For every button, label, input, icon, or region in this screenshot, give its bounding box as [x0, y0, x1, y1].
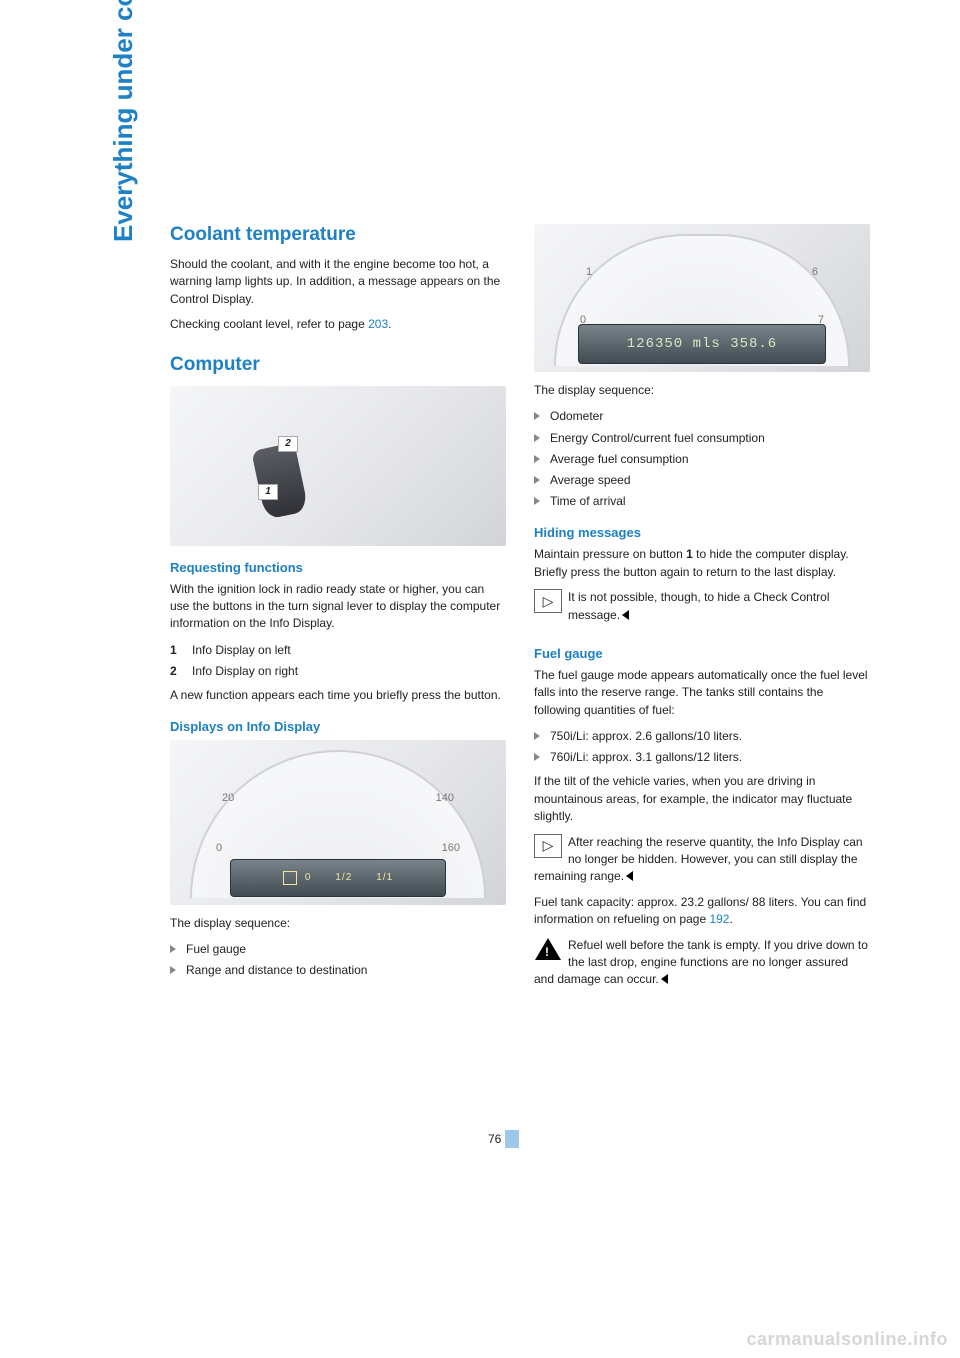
list-item-2: 2 Info Display on right: [170, 662, 506, 681]
display-seq-intro-2: The display sequence:: [534, 382, 870, 399]
heading-computer: Computer: [170, 354, 506, 376]
triangle-bullet-icon: [534, 434, 540, 442]
end-marker-icon: [622, 610, 629, 620]
heading-coolant: Coolant temperature: [170, 224, 506, 246]
lcd-odometer: 126350 mls 358.6: [578, 324, 826, 364]
lever-knob: [251, 442, 309, 520]
list-item: Odometer: [534, 407, 870, 426]
list-text: Average speed: [550, 471, 631, 490]
list-item: 750i/Li: approx. 2.6 gallons/10 liters.: [534, 727, 870, 746]
list-item: Average speed: [534, 471, 870, 490]
hiding-note: ▷ It is not possible, though, to hide a …: [534, 589, 870, 624]
text: .: [388, 317, 391, 331]
page-ref-192: 192: [709, 912, 729, 926]
heading-hiding: Hiding messages: [534, 525, 870, 540]
coolant-para-1: Should the coolant, and with it the engi…: [170, 256, 506, 308]
page-ref-203: 203: [368, 317, 388, 331]
fuel-warning: Refuel well before the tank is empty. If…: [534, 937, 870, 989]
triangle-bullet-icon: [170, 945, 176, 953]
list-text: Energy Control/current fuel consumption: [550, 429, 765, 448]
left-column: Coolant temperature Should the coolant, …: [170, 224, 506, 997]
list-text: 760i/Li: approx. 3.1 gallons/12 liters.: [550, 748, 742, 767]
heading-requesting: Requesting functions: [170, 560, 506, 575]
triangle-bullet-icon: [534, 732, 540, 740]
requesting-para: With the ignition lock in radio ready st…: [170, 581, 506, 633]
fuel-pump-icon: [283, 871, 297, 885]
requesting-para-2: A new function appears each time you bri…: [170, 687, 506, 704]
page-content: Coolant temperature Should the coolant, …: [170, 224, 870, 997]
list-item-1: 1 Info Display on left: [170, 641, 506, 660]
list-text: Range and distance to destination: [186, 961, 367, 980]
list-text: 750i/Li: approx. 2.6 gallons/10 liters.: [550, 727, 742, 746]
tick-1: 1: [586, 266, 592, 278]
heading-displays: Displays on Info Display: [170, 719, 506, 734]
figure-info-display-odometer: 1 0 6 7 126350 mls 358.6: [534, 224, 870, 372]
coolant-para-2: Checking coolant level, refer to page 20…: [170, 316, 506, 333]
fuel-para-2: If the tilt of the vehicle varies, when …: [534, 773, 870, 825]
page-number-text: 76: [488, 1132, 501, 1146]
list-text: Odometer: [550, 407, 603, 426]
list-item: Average fuel consumption: [534, 450, 870, 469]
triangle-bullet-icon: [534, 412, 540, 420]
tick-20: 20: [222, 792, 234, 804]
text: Maintain pressure on button: [534, 547, 686, 561]
text: Checking coolant level, refer to page: [170, 317, 368, 331]
list-item: Range and distance to destination: [170, 961, 506, 980]
page-marker: [505, 1130, 519, 1148]
text: Fuel tank capacity: approx. 23.2 gallons…: [534, 895, 866, 926]
warning-icon: [534, 937, 562, 961]
tick-6: 6: [812, 266, 818, 278]
callout-1: 1: [258, 484, 278, 500]
triangle-bullet-icon: [534, 497, 540, 505]
fuel-para-1: The fuel gauge mode appears automaticall…: [534, 667, 870, 719]
lcd-0: 0: [305, 872, 312, 883]
tick-140: 140: [436, 792, 454, 804]
end-marker-icon: [661, 974, 668, 984]
list-number: 1: [170, 641, 182, 660]
note-icon: ▷: [534, 589, 562, 613]
tick-0-left: 0: [216, 842, 222, 854]
triangle-bullet-icon: [534, 476, 540, 484]
triangle-bullet-icon: [534, 753, 540, 761]
list-text: Fuel gauge: [186, 940, 246, 959]
list-text: Info Display on left: [192, 641, 291, 660]
figure-info-display-fuel: 20 0 140 160 0 1/2 1/1: [170, 740, 506, 905]
sidebar-chapter-title: Everything under control: [108, 0, 139, 242]
triangle-bullet-icon: [534, 455, 540, 463]
right-column: 1 0 6 7 126350 mls 358.6 The display seq…: [534, 224, 870, 997]
note-text: After reaching the reserve quantity, the…: [534, 835, 863, 884]
lcd-full: 1/1: [376, 872, 393, 883]
display-seq-intro: The display sequence:: [170, 915, 506, 932]
bold-1: 1: [686, 547, 693, 561]
list-item: Time of arrival: [534, 492, 870, 511]
lcd-half: 1/2: [335, 872, 352, 883]
note-text: It is not possible, though, to hide a Ch…: [568, 590, 830, 621]
fuel-note: ▷ After reaching the reserve quantity, t…: [534, 834, 870, 886]
hiding-para: Maintain pressure on button 1 to hide th…: [534, 546, 870, 581]
note-icon: ▷: [534, 834, 562, 858]
heading-fuel-gauge: Fuel gauge: [534, 646, 870, 661]
page-number: 76: [488, 1130, 519, 1148]
list-number: 2: [170, 662, 182, 681]
end-marker-icon: [626, 871, 633, 881]
fuel-para-3: Fuel tank capacity: approx. 23.2 gallons…: [534, 894, 870, 929]
list-item: 760i/Li: approx. 3.1 gallons/12 liters.: [534, 748, 870, 767]
list-text: Average fuel consumption: [550, 450, 689, 469]
list-item: Fuel gauge: [170, 940, 506, 959]
list-text: Time of arrival: [550, 492, 626, 511]
text: .: [729, 912, 732, 926]
lcd-fuel-gauge: 0 1/2 1/1: [230, 859, 446, 897]
list-item: Energy Control/current fuel consumption: [534, 429, 870, 448]
watermark: carmanualsonline.info: [746, 1329, 948, 1350]
warning-text: Refuel well before the tank is empty. If…: [534, 938, 868, 987]
triangle-bullet-icon: [170, 966, 176, 974]
callout-2: 2: [278, 436, 298, 452]
list-text: Info Display on right: [192, 662, 298, 681]
tick-160: 160: [442, 842, 460, 854]
figure-turn-signal-lever: 2 1: [170, 386, 506, 546]
